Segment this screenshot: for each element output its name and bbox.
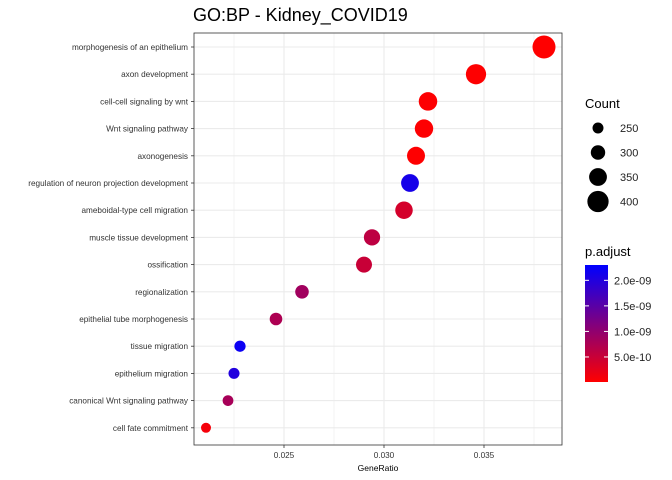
p-adjust-legend-title: p.adjust	[585, 244, 631, 259]
colorbar-label: 2.0e-09	[614, 275, 651, 287]
data-point	[401, 174, 419, 192]
data-point	[234, 340, 246, 352]
data-point	[228, 367, 240, 379]
y-tick-label: tissue migration	[131, 342, 189, 351]
count-legend-label: 250	[620, 123, 638, 135]
y-tick-label: ameboidal-type cell migration	[82, 206, 189, 215]
data-point	[295, 285, 309, 299]
x-tick-label: 0.035	[474, 451, 495, 460]
data-point	[532, 35, 556, 59]
data-point	[395, 201, 413, 219]
count-legend: Count 250 300 350 400	[585, 96, 638, 213]
y-tick-label: canonical Wnt signaling pathway	[69, 397, 189, 406]
y-tick-label: axon development	[121, 70, 189, 79]
y-tick-label: Wnt signaling pathway	[106, 125, 189, 134]
data-point	[222, 395, 234, 406]
y-tick-label: regionalization	[135, 288, 188, 297]
colorbar-label: 5.0e-10	[614, 352, 651, 364]
colorbar-label: 1.5e-09	[614, 301, 651, 313]
y-tick-label: regulation of neuron projection developm…	[28, 179, 188, 188]
x-axis: 0.025 0.030 0.035	[274, 445, 495, 460]
count-legend-key	[589, 168, 607, 186]
y-tick-label: epithelial tube morphogenesis	[79, 315, 188, 324]
data-point	[269, 312, 283, 326]
data-point	[418, 92, 438, 111]
y-tick-label: ossification	[147, 261, 188, 270]
count-legend-label: 300	[620, 148, 638, 160]
count-legend-label: 350	[620, 172, 638, 184]
y-tick-label: epithelium migration	[115, 369, 189, 378]
y-tick-label: cell-cell signaling by wnt	[100, 97, 189, 106]
p-adjust-legend: p.adjust 5.0e-10 1.0e-09 1.5e-09 2.0e-09	[585, 244, 651, 382]
count-legend-key	[587, 190, 609, 213]
data-points	[201, 35, 556, 433]
x-tick-label: 0.025	[274, 451, 295, 460]
panel-border	[193, 32, 563, 446]
y-tick-label: cell fate commitment	[113, 424, 189, 433]
x-tick-label: 0.030	[374, 451, 395, 460]
y-tick-label: muscle tissue development	[89, 233, 188, 242]
y-tick-label: axonogenesis	[137, 152, 188, 161]
count-legend-label: 400	[620, 197, 638, 209]
data-point	[414, 119, 434, 138]
count-legend-key	[592, 122, 604, 134]
plot-panel	[193, 32, 563, 446]
data-point	[465, 64, 487, 85]
count-legend-title: Count	[585, 96, 620, 111]
y-tick-label: morphogenesis of an epithelium	[72, 43, 188, 52]
y-axis-labels: morphogenesis of an epithelium axon devel…	[28, 43, 194, 433]
data-point	[363, 229, 381, 246]
chart-title: GO:BP - Kidney_COVID19	[193, 5, 408, 26]
count-legend-key	[590, 145, 606, 160]
x-axis-label: GeneRatio	[358, 463, 399, 473]
p-adjust-colorbar	[585, 265, 608, 382]
data-point	[407, 146, 425, 165]
data-point	[356, 256, 372, 273]
data-point	[201, 422, 211, 433]
colorbar-label: 1.0e-09	[614, 326, 651, 338]
